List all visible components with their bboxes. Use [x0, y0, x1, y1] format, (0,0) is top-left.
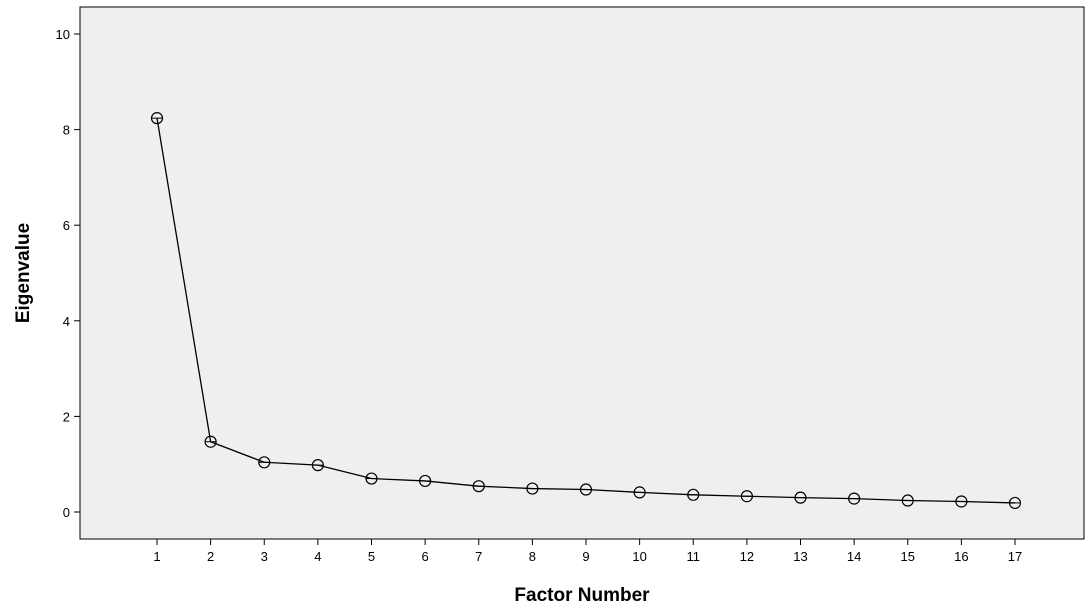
x-tick-label: 1: [153, 549, 160, 564]
x-tick-label: 9: [582, 549, 589, 564]
y-axis: 0 2 4 6 8 10: [56, 27, 80, 520]
x-tick-label: 12: [740, 549, 754, 564]
series-points: [150, 112, 1022, 510]
x-tick-label: 2: [207, 549, 214, 564]
y-tick-label: 8: [63, 123, 70, 138]
x-axis: 1 2 3 4 5 6 7 8 9 10 11 12 13 14 15 16 17: [153, 539, 1022, 564]
y-tick-label: 0: [63, 505, 70, 520]
x-tick-label: 6: [422, 549, 429, 564]
x-tick-label: 15: [901, 549, 915, 564]
x-tick-label: 16: [954, 549, 968, 564]
y-tick-label: 2: [63, 409, 70, 424]
x-tick-label: 17: [1008, 549, 1022, 564]
y-tick-label: 4: [63, 314, 70, 329]
y-tick-label: 10: [56, 27, 70, 42]
x-tick-label: 10: [632, 549, 646, 564]
y-axis-title: Eigenvalue: [13, 223, 34, 323]
x-tick-label: 7: [475, 549, 482, 564]
x-tick-label: 3: [261, 549, 268, 564]
x-tick-label: 8: [529, 549, 536, 564]
plot-area: [79, 6, 1085, 540]
y-tick-label: 6: [63, 218, 70, 233]
x-tick-label: 14: [847, 549, 861, 564]
x-tick-label: 11: [687, 549, 701, 564]
x-axis-title: Factor Number: [514, 585, 650, 606]
x-tick-label: 4: [314, 549, 321, 564]
x-tick-label: 13: [793, 549, 807, 564]
x-tick-label: 5: [368, 549, 375, 564]
